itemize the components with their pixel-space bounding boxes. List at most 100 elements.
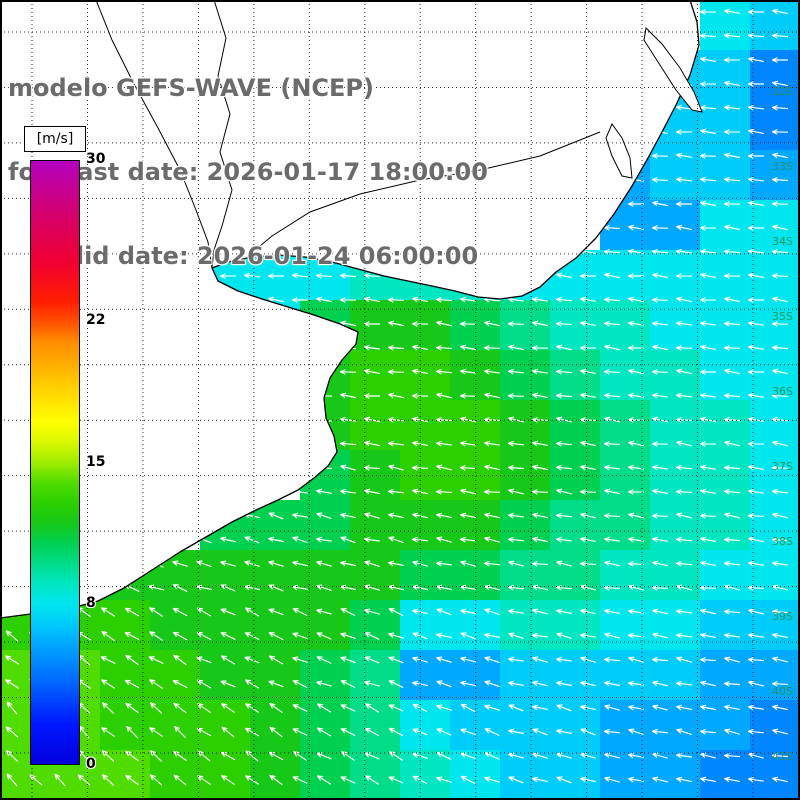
wind-arrow [700,536,716,543]
wind-arrow [174,726,186,738]
wind-arrow [652,704,668,711]
wind-arrow [460,296,476,303]
wind-arrow [747,9,765,15]
wind-arrow [747,33,765,39]
wind-speed-cell [350,500,400,550]
wind-arrow [651,441,669,447]
wind-speed-cell [700,350,750,400]
wind-arrow [507,393,525,399]
wind-arrow [436,752,452,760]
wind-arrow [388,727,404,737]
wind-arrow [268,584,284,592]
wind-arrow [675,129,693,135]
wind-arrow [460,680,476,687]
wind-arrow [125,702,139,714]
wind-arrow [340,728,356,736]
wind-arrow [699,369,717,375]
wind-arrow [700,680,716,687]
wind-arrow [723,393,741,399]
wind-speed-cell [650,450,700,500]
wind-arrow [555,585,573,591]
wind-arrow [771,321,789,327]
wind-arrow [460,488,476,495]
wind-arrow [771,57,789,63]
river [95,0,213,269]
wind-arrow [748,128,764,135]
wind-arrow [747,297,765,303]
wind-arrow [676,632,692,639]
latitude-label: 36S [772,385,793,398]
wind-arrow [340,656,356,663]
wind-arrow [292,560,308,567]
wind-arrow [700,632,716,639]
wind-arrow [580,656,596,663]
wind-speed-cell [200,700,250,750]
wind-arrow [652,344,668,351]
wind-speed-cell [650,750,700,800]
wind-arrow [628,536,644,543]
wind-arrow [388,656,404,664]
wind-arrow [388,560,404,567]
wind-arrow [652,464,668,471]
wind-arrow [340,584,356,591]
wind-arrow [148,656,164,664]
wind-arrow [628,608,644,615]
wind-arrow [436,512,452,519]
wind-arrow [724,8,740,15]
wind-arrow [771,345,789,351]
wind-arrow [317,775,331,785]
wind-arrow [459,393,477,399]
wind-arrow [628,320,644,327]
wind-arrow [627,561,645,567]
colorbar-tick-label: 15 [86,453,106,470]
wind-arrow [651,297,669,303]
wind-arrow [221,703,235,713]
wind-arrow [699,729,717,735]
wind-arrow [243,273,261,279]
wind-arrow [748,680,764,687]
wind-arrow [292,632,308,640]
valid-date: valid date: 2026-01-24 06:00:00 [44,242,479,270]
wind-speed-cell [750,350,800,400]
wind-arrow [102,774,114,786]
wind-arrow [652,776,668,783]
wind-speed-cell [700,750,750,800]
wind-arrow [244,536,260,544]
wind-arrow [364,368,380,375]
wind-arrow [699,153,717,159]
wind-arrow [460,728,476,736]
wind-arrow [268,680,284,688]
wind-arrow [579,345,597,351]
wind-arrow [580,608,596,615]
wind-arrow [555,441,573,447]
wind-arrow [556,704,572,712]
wind-arrow [460,775,476,785]
wind-arrow [580,704,596,711]
wind-speed-cell [650,400,700,450]
wind-arrow [580,320,596,327]
wind-speed-cell [500,750,550,800]
wind-arrow [5,630,19,642]
wind-arrow [676,368,692,375]
wind-arrow [676,704,692,711]
wind-speed-cell [350,750,400,800]
wind-arrow [628,224,644,231]
wind-speed-cell [650,350,700,400]
wind-arrow [436,656,452,663]
wind-arrow [364,584,380,591]
wind-arrow [555,513,573,519]
wind-arrow [652,560,668,567]
latitude-label: 32S [772,85,793,98]
wind-speed-cell [500,550,550,600]
wind-arrow [292,536,308,544]
wind-arrow [196,560,212,568]
wind-arrow [556,560,572,567]
wind-arrow [676,320,692,327]
wind-arrow [532,704,548,711]
wind-arrow [700,320,716,327]
wind-arrow [460,344,476,351]
wind-arrow [772,704,788,711]
wind-speed-cell [350,350,400,400]
wind-speed-cell [500,500,550,550]
